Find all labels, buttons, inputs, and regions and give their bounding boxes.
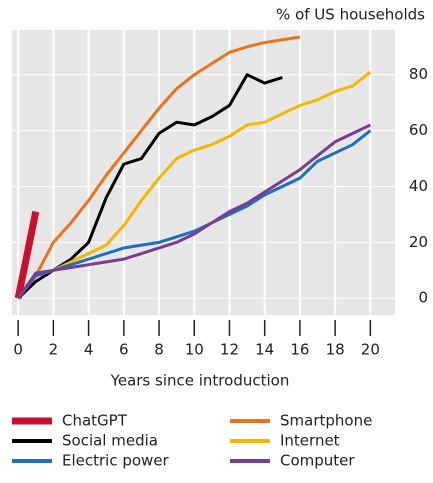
- y-axis-label: % of US households: [276, 6, 425, 24]
- x-axis-label: Years since introduction: [110, 372, 290, 390]
- x-tick-label: 18: [326, 341, 345, 359]
- legend-label: Smartphone: [280, 412, 372, 430]
- x-tick-label: 0: [13, 341, 23, 359]
- x-tick-label: 14: [255, 341, 274, 359]
- y-tick-label: 40: [409, 177, 428, 195]
- y-tick-label: 60: [409, 121, 428, 139]
- y-tick-label: 0: [418, 289, 428, 307]
- x-tick-label: 8: [154, 341, 164, 359]
- series-line: [16, 123, 371, 300]
- x-tick-label: 6: [119, 341, 129, 359]
- legend-label: Internet: [280, 432, 340, 450]
- x-tick-label: 16: [290, 341, 309, 359]
- legend-label: Computer: [280, 452, 355, 470]
- x-tick-label: 2: [49, 341, 59, 359]
- y-tick-label: 20: [409, 233, 428, 251]
- x-tick-label: 20: [361, 341, 380, 359]
- plot-background: [12, 30, 395, 315]
- y-tick-label: 80: [409, 65, 428, 83]
- legend-label: Social media: [62, 432, 158, 450]
- x-tick-label: 10: [185, 341, 204, 359]
- series-line: [16, 35, 301, 300]
- x-tick-label: 12: [220, 341, 239, 359]
- legend-label: ChatGPT: [62, 412, 128, 430]
- series-line: [16, 70, 372, 300]
- series-line: [16, 129, 372, 300]
- x-tick-label: 4: [84, 341, 94, 359]
- legend-label: Electric power: [62, 452, 170, 470]
- series-line: [14, 210, 40, 299]
